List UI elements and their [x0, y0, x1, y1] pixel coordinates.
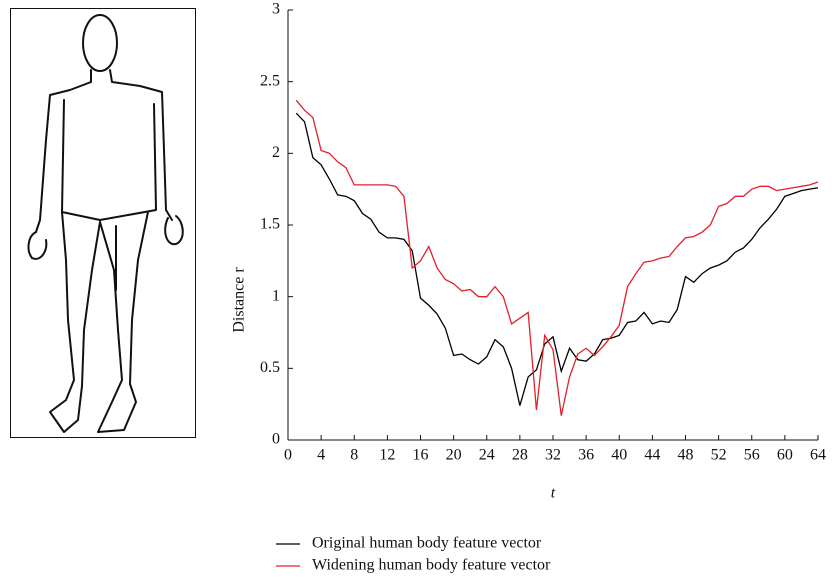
y-tick-label: 0.5: [260, 359, 280, 376]
legend-label: Widening human body feature vector: [312, 557, 551, 574]
x-tick-label: 20: [446, 447, 462, 464]
x-tick-label: 48: [678, 447, 694, 464]
x-tick-label: 12: [379, 447, 395, 464]
x-tick-label: 16: [413, 447, 429, 464]
x-tick-label: 36: [578, 447, 594, 464]
x-tick-label: 44: [644, 447, 660, 464]
x-tick-label: 28: [512, 447, 528, 464]
x-tick-label: 24: [479, 447, 495, 464]
y-axis-label: Distance r: [231, 267, 248, 333]
series-line: [295, 99, 819, 416]
x-axis-label: t: [551, 485, 556, 502]
x-tick-label: 40: [611, 447, 627, 464]
x-tick-label: 60: [777, 447, 793, 464]
y-tick-label: 1: [272, 287, 280, 304]
human-sketch: [27, 14, 184, 433]
legend-label: Original human body feature vector: [312, 535, 542, 552]
x-tick-label: 8: [350, 447, 358, 464]
y-tick-label: 0: [272, 431, 280, 448]
y-tick-label: 2.5: [260, 72, 280, 89]
y-tick-label: 1.5: [260, 216, 280, 233]
x-tick-label: 56: [744, 447, 760, 464]
sketch-frame: [10, 8, 196, 438]
x-tick-label: 0: [284, 447, 292, 464]
y-tick-label: 2: [272, 144, 280, 161]
x-tick-label: 64: [810, 447, 826, 464]
x-tick-label: 52: [711, 447, 727, 464]
x-tick-label: 4: [317, 447, 325, 464]
series-line: [295, 112, 819, 406]
x-tick-label: 32: [545, 447, 561, 464]
y-tick-label: 3: [272, 1, 280, 18]
